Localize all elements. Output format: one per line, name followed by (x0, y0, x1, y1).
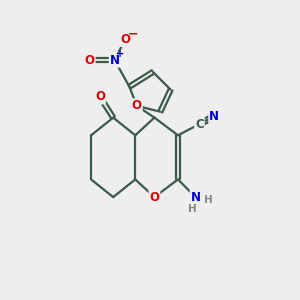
Text: N: N (110, 54, 120, 67)
Text: −: − (128, 28, 139, 41)
Text: O: O (95, 91, 105, 103)
Text: O: O (132, 99, 142, 112)
Text: O: O (85, 54, 94, 67)
Text: H: H (188, 205, 197, 214)
Text: C: C (195, 118, 204, 130)
Text: O: O (149, 190, 159, 204)
Text: H: H (204, 195, 212, 205)
Text: +: + (116, 49, 124, 59)
Text: N: N (209, 110, 219, 123)
Text: N: N (190, 190, 201, 204)
Text: O: O (120, 33, 130, 46)
